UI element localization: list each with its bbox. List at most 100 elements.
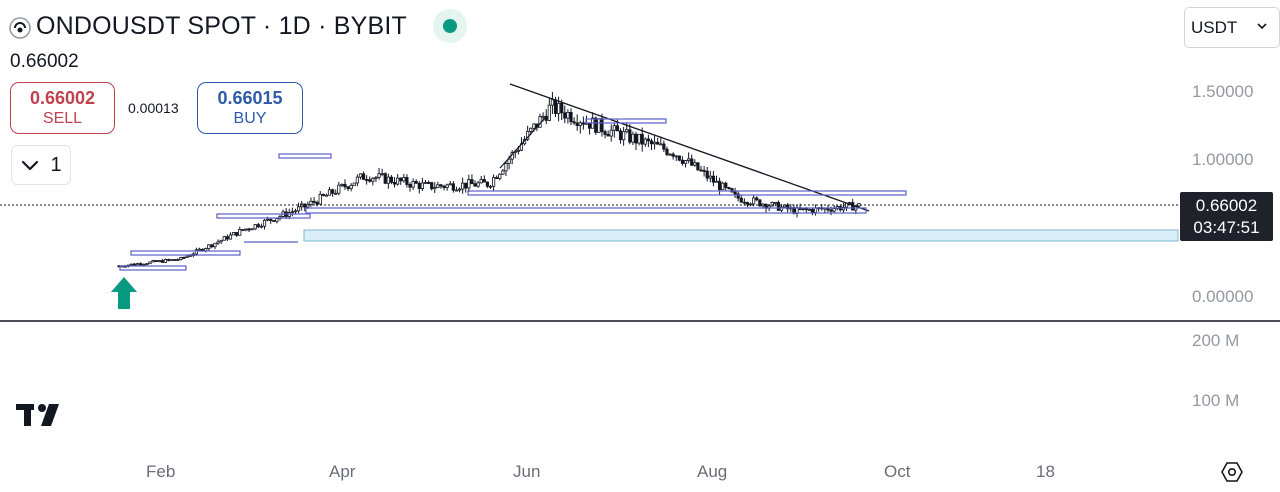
buy-button[interactable]: 0.66015 BUY — [197, 82, 303, 134]
candle-body — [572, 121, 576, 124]
candle-body — [690, 158, 694, 166]
candle-body — [724, 182, 728, 188]
volume-axis-label: 100 M — [1192, 391, 1240, 410]
candle-body — [315, 201, 319, 205]
candle-body — [318, 193, 322, 205]
candle-body — [426, 182, 431, 184]
candle-body — [402, 177, 406, 182]
candle-body — [470, 179, 474, 185]
current-price-badge: 0.66002 03:47:51 — [1180, 192, 1273, 241]
candle-body — [702, 170, 706, 172]
settings-icon[interactable] — [1220, 460, 1244, 484]
candle-body — [758, 199, 762, 207]
candle-body — [560, 102, 564, 114]
candle-body — [674, 155, 678, 158]
candle-body — [331, 189, 335, 194]
tradingview-logo-icon[interactable] — [16, 400, 66, 430]
horizontal-level — [467, 190, 907, 196]
candle-body — [448, 183, 452, 186]
currency-select[interactable]: USDT — [1184, 7, 1280, 48]
sell-button[interactable]: 0.66002 SELL — [10, 82, 115, 134]
candle-body — [170, 259, 174, 261]
candle-body — [711, 175, 716, 183]
symbol-title[interactable]: ONDOUSDT SPOT · 1D · BYBIT — [36, 11, 407, 40]
candle-body — [721, 182, 725, 191]
candle-body — [587, 122, 592, 129]
candle-body — [832, 208, 836, 212]
spread-value: 0.00013 — [128, 100, 179, 116]
ondo-logo-icon — [8, 16, 32, 40]
candle-body — [687, 158, 691, 161]
candle-body — [365, 179, 369, 181]
candle-body — [145, 263, 149, 266]
indicators-count: 1 — [50, 153, 62, 176]
candle-body — [631, 133, 635, 143]
candle-body — [578, 122, 582, 126]
candle-body — [216, 241, 220, 244]
candle-body — [563, 112, 567, 119]
candle-body — [677, 155, 681, 161]
candle-body — [368, 179, 372, 182]
candle-body — [569, 111, 573, 123]
candle-body — [680, 159, 685, 164]
candle-body — [705, 170, 709, 179]
candle-body — [637, 133, 641, 144]
candle-body — [696, 162, 700, 171]
candle-body — [752, 197, 756, 205]
buy-price: 0.66015 — [217, 88, 283, 108]
candle-body — [612, 125, 616, 131]
market-status-indicator[interactable] — [433, 9, 467, 43]
candle-body — [423, 182, 428, 184]
candle-body — [238, 229, 242, 236]
candle-body — [739, 197, 743, 203]
candle-body — [290, 211, 294, 214]
candle-body — [306, 204, 310, 208]
candle-body — [786, 204, 790, 210]
candle-body — [699, 169, 703, 172]
time-axis-label: Feb — [146, 462, 176, 481]
candle-body — [829, 209, 833, 212]
candle-body — [807, 209, 811, 211]
candle-body — [219, 239, 223, 243]
candle-body — [417, 182, 421, 189]
chart-header: ONDOUSDT SPOT · 1D · BYBIT — [8, 8, 467, 44]
time-axis-label: Aug — [697, 462, 728, 481]
trend-line — [499, 117, 546, 169]
candle-body — [327, 189, 332, 196]
time-axis-label: 18 — [1036, 462, 1055, 481]
candle-body — [160, 260, 164, 263]
candle-body — [386, 176, 390, 184]
candle-body — [269, 218, 273, 221]
indicators-collapse-button[interactable]: 1 — [11, 145, 71, 185]
candle-body — [225, 236, 229, 240]
candle-body — [659, 143, 663, 146]
candle-body — [340, 183, 344, 186]
candle-body — [420, 182, 424, 189]
candle-body — [337, 184, 341, 194]
candle-body — [634, 133, 638, 144]
candle-body — [454, 189, 459, 192]
candle-body — [625, 129, 629, 133]
candle-body — [262, 219, 267, 227]
candle-body — [693, 162, 697, 166]
candle-body — [349, 184, 353, 189]
candle-body — [259, 225, 264, 228]
candle-body — [197, 248, 202, 251]
time-axis-label: Apr — [329, 462, 356, 481]
candle-body — [213, 242, 217, 248]
candle-body — [656, 141, 660, 145]
candle-body — [135, 263, 140, 266]
candle-body — [594, 117, 598, 133]
candle-body — [436, 184, 440, 188]
candle-body — [380, 173, 384, 176]
candle-body — [231, 232, 236, 236]
candle-body — [717, 180, 722, 191]
candle-body — [275, 218, 279, 222]
sell-price: 0.66002 — [29, 88, 96, 108]
candle-body — [241, 229, 245, 231]
candle-body — [851, 202, 855, 211]
candle-body — [392, 181, 397, 185]
candle-body — [622, 131, 626, 141]
candle-body — [618, 130, 623, 141]
